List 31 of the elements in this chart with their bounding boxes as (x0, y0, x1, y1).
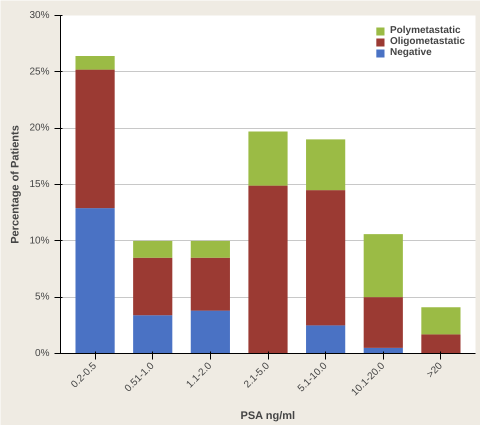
x-axis-title: PSA ng/ml (240, 410, 296, 422)
bar (133, 315, 172, 354)
bar (421, 334, 461, 354)
legend-label: Oligometastatic (390, 36, 465, 47)
y-tick-label: 5% (35, 292, 50, 303)
y-tick-label: 20% (29, 122, 50, 134)
bar (190, 240, 230, 258)
bar (75, 208, 115, 354)
bar (364, 234, 403, 298)
bar (364, 297, 403, 348)
bar (75, 56, 115, 70)
legend-label: Polymetastatic (390, 25, 461, 36)
bar (248, 186, 288, 354)
bar (421, 307, 461, 334)
y-tick-label: 15% (29, 179, 50, 190)
bar (133, 258, 172, 316)
y-tick-label: 25% (29, 66, 50, 78)
x-tick-label: >20 (425, 360, 446, 380)
bar (306, 325, 346, 354)
bar (75, 70, 115, 208)
bar (306, 139, 346, 190)
bar (190, 310, 230, 354)
bar (248, 132, 288, 186)
y-axis-title: Percentage of Patients (9, 125, 22, 244)
y-tick-label: 10% (29, 235, 50, 246)
y-tick-label: 30% (29, 10, 50, 21)
bar (306, 190, 346, 326)
legend-label: Negative (390, 47, 432, 58)
y-tick-label: 0% (35, 348, 50, 359)
bar (133, 240, 172, 258)
bar (190, 258, 230, 311)
